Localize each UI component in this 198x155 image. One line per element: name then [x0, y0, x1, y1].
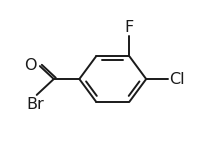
- Text: Cl: Cl: [169, 72, 185, 86]
- Text: O: O: [24, 58, 36, 73]
- Text: F: F: [125, 20, 134, 35]
- Text: Br: Br: [26, 97, 44, 112]
